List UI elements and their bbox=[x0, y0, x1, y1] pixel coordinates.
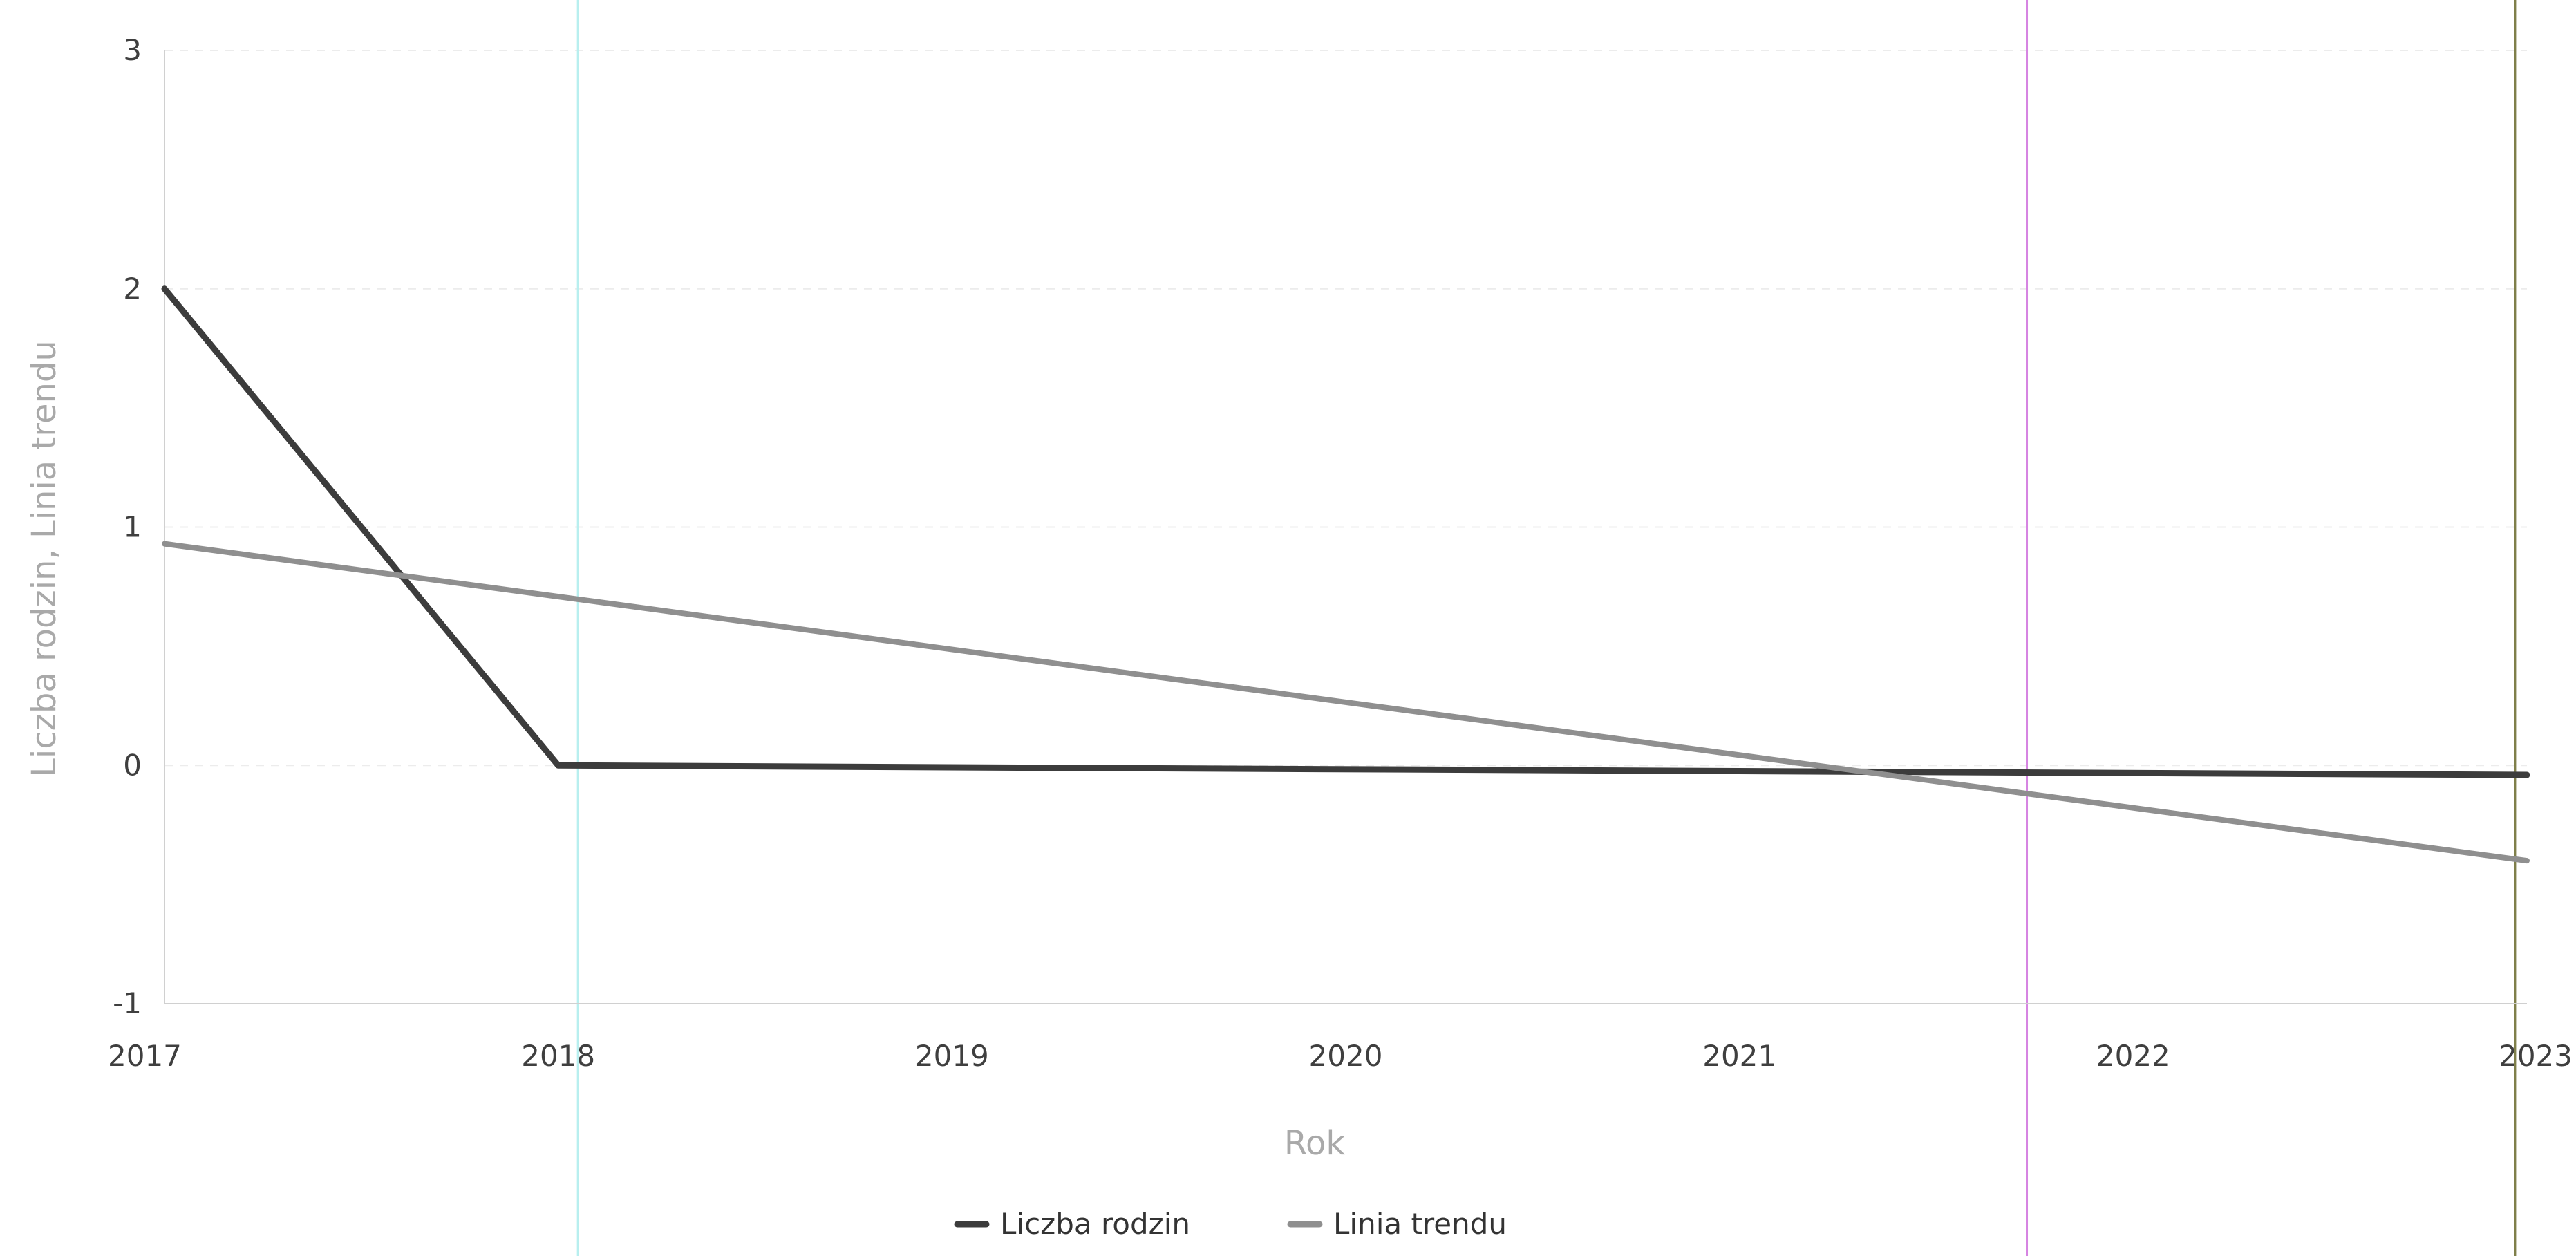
y-axis-title: Liczba rodzin, Linia trendu bbox=[25, 340, 64, 777]
y-tick-label: 2 bbox=[123, 272, 142, 306]
series-lines bbox=[161, 285, 2530, 864]
x-tick-label: 2017 bbox=[108, 1039, 182, 1073]
y-tick-label: 3 bbox=[123, 33, 142, 67]
y-tick-label: -1 bbox=[113, 986, 142, 1020]
x-tick-label: 2019 bbox=[915, 1039, 989, 1073]
x-tick-label: 2021 bbox=[1702, 1039, 1776, 1073]
x-tick-label: 2023 bbox=[2499, 1039, 2573, 1073]
series-line-linia-trendu bbox=[162, 541, 2530, 864]
x-tick-label: 2022 bbox=[2096, 1039, 2170, 1073]
grid-lines bbox=[164, 50, 2527, 1004]
reference-lines bbox=[576, 0, 2517, 1256]
axes bbox=[164, 50, 2527, 1004]
legend-label-0: Liczba rodzin bbox=[1000, 1207, 1190, 1241]
x-axis-title: Rok bbox=[1284, 1124, 1346, 1163]
x-tick-label: 2018 bbox=[521, 1039, 595, 1073]
x-tick-label: 2020 bbox=[1309, 1039, 1383, 1073]
legend: Liczba rodzin Linia trendu bbox=[954, 1207, 1507, 1241]
y-tick-label: 1 bbox=[123, 510, 142, 544]
legend-label-1: Linia trendu bbox=[1333, 1207, 1507, 1241]
tick-labels: -1 0 1 2 3 2017 2018 2019 2020 2021 2022 2023 bbox=[108, 33, 2573, 1073]
y-tick-label: 0 bbox=[123, 748, 142, 782]
